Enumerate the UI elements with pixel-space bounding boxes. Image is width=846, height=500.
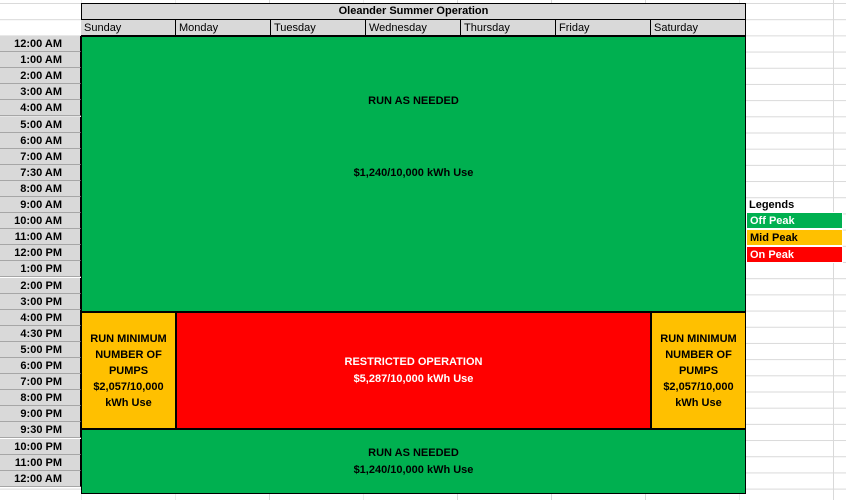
mid-peak-rate-unit: kWh Use — [675, 396, 722, 409]
mid-peak-block-saturday[interactable]: RUN MINIMUM NUMBER OF PUMPS $2,057/10,00… — [651, 312, 746, 429]
mid-peak-rate-unit: kWh Use — [105, 396, 152, 409]
time-cell[interactable]: 3:00 AM — [0, 84, 81, 101]
time-cell[interactable]: 12:00 AM — [0, 36, 81, 53]
mid-peak-label-line: PUMPS — [108, 364, 149, 377]
time-cell[interactable]: 2:00 AM — [0, 68, 81, 85]
day-header-wednesday[interactable]: Wednesday — [366, 20, 461, 36]
mid-peak-block-sunday[interactable]: RUN MINIMUM NUMBER OF PUMPS $2,057/10,00… — [81, 312, 176, 429]
day-header-monday[interactable]: Monday — [176, 20, 271, 36]
run-as-needed-label: RUN AS NEEDED — [368, 446, 459, 459]
time-cell[interactable]: 8:00 PM — [0, 390, 81, 407]
day-header-row: Sunday Monday Tuesday Wednesday Thursday… — [81, 20, 746, 36]
run-as-needed-label: RUN AS NEEDED — [368, 95, 459, 107]
time-cell[interactable]: 6:00 PM — [0, 358, 81, 375]
mid-peak-label-line: NUMBER OF — [665, 348, 732, 361]
time-cell[interactable]: 11:00 PM — [0, 454, 81, 471]
mid-peak-label-line: RUN MINIMUM — [90, 332, 167, 345]
day-header-sunday[interactable]: Sunday — [81, 20, 176, 36]
time-cell[interactable]: 2:00 PM — [0, 277, 81, 294]
time-cell[interactable]: 8:00 AM — [0, 180, 81, 197]
on-peak-block[interactable]: RESTRICTED OPERATION $5,287/10,000 kWh U… — [176, 312, 651, 429]
time-cell[interactable]: 3:00 PM — [0, 293, 81, 310]
time-cell[interactable]: 11:00 AM — [0, 229, 81, 246]
mid-peak-label-line: PUMPS — [678, 364, 719, 377]
time-cell[interactable]: 9:30 PM — [0, 422, 81, 439]
mid-peak-rate: $2,057/10,000 — [93, 380, 164, 393]
time-cell[interactable]: 12:00 PM — [0, 245, 81, 262]
mid-peak-rate: $2,057/10,000 — [663, 380, 734, 393]
time-cell[interactable]: 4:00 AM — [0, 100, 81, 117]
legend-title[interactable]: Legends — [749, 199, 795, 211]
time-cell[interactable]: 7:00 PM — [0, 374, 81, 391]
time-cell[interactable]: 9:00 PM — [0, 406, 81, 423]
time-cell[interactable]: 5:00 AM — [0, 116, 81, 133]
time-cell[interactable]: 7:00 AM — [0, 148, 81, 165]
time-cell[interactable]: 5:00 PM — [0, 341, 81, 358]
time-cell[interactable]: 6:00 AM — [0, 132, 81, 149]
restricted-operation-label: RESTRICTED OPERATION — [344, 355, 483, 368]
day-header-tuesday[interactable]: Tuesday — [271, 20, 366, 36]
legend-off-peak[interactable]: Off Peak — [746, 212, 843, 229]
day-header-friday[interactable]: Friday — [556, 20, 651, 36]
time-cell[interactable]: 1:00 AM — [0, 52, 81, 69]
mid-peak-label-line: NUMBER OF — [95, 348, 162, 361]
sheet-title[interactable]: Oleander Summer Operation — [81, 3, 746, 20]
mid-peak-label-line: RUN MINIMUM — [660, 332, 737, 345]
legend-on-peak[interactable]: On Peak — [746, 246, 843, 263]
time-cell[interactable]: 1:00 PM — [0, 261, 81, 278]
time-cell[interactable]: 9:00 AM — [0, 197, 81, 214]
off-peak-rate: $1,240/10,000 kWh Use — [353, 463, 474, 476]
time-cell[interactable]: 10:00 AM — [0, 213, 81, 230]
off-peak-rate: $1,240/10,000 kWh Use — [353, 167, 474, 179]
time-cell[interactable]: 10:00 PM — [0, 438, 81, 455]
legend-mid-peak[interactable]: Mid Peak — [746, 229, 843, 246]
time-cell[interactable]: 7:30 AM — [0, 164, 81, 181]
day-header-thursday[interactable]: Thursday — [461, 20, 556, 36]
time-cell[interactable]: 4:00 PM — [0, 309, 81, 326]
time-cell[interactable]: 12:00 AM — [0, 470, 81, 487]
off-peak-block-top[interactable]: RUN AS NEEDED $1,240/10,000 kWh Use — [81, 36, 746, 312]
off-peak-block-bottom[interactable]: RUN AS NEEDED $1,240/10,000 kWh Use — [81, 429, 746, 494]
time-cell[interactable]: 4:30 PM — [0, 325, 81, 342]
on-peak-rate: $5,287/10,000 kWh Use — [353, 372, 474, 385]
day-header-saturday[interactable]: Saturday — [651, 20, 746, 36]
